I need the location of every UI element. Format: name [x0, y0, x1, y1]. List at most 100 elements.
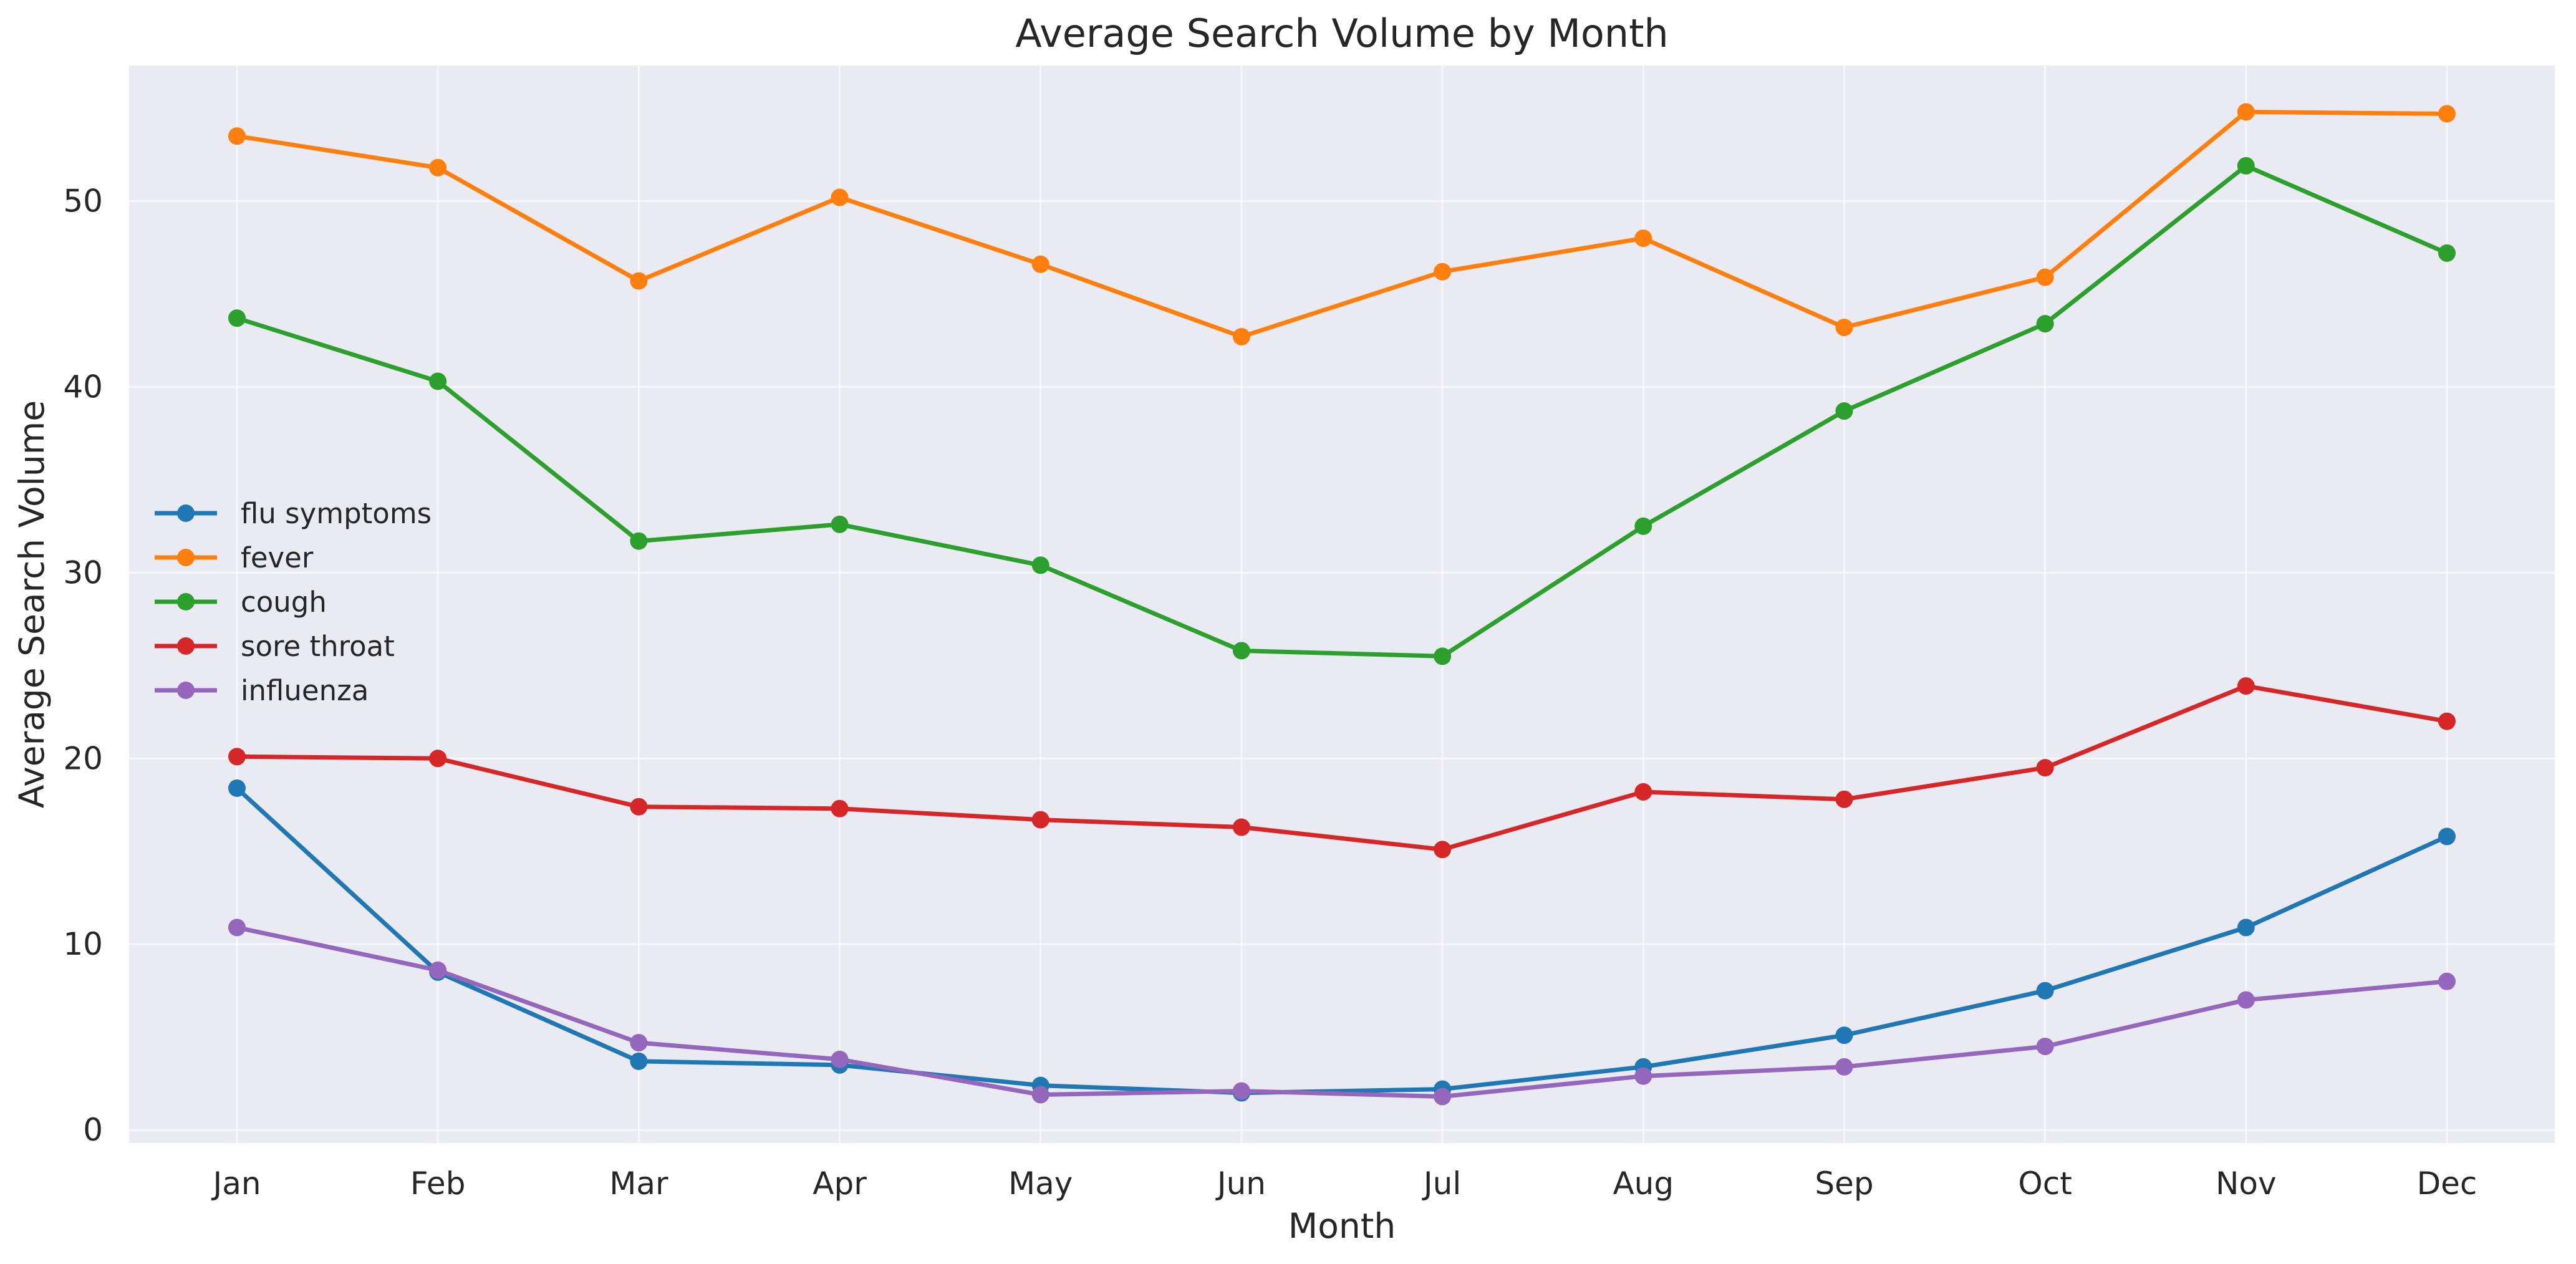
- legend-entry: fever: [155, 541, 314, 574]
- grid-lines: [129, 65, 2555, 1143]
- data-point: [429, 372, 447, 390]
- data-point: [2036, 759, 2054, 777]
- data-point: [228, 748, 246, 766]
- data-point: [630, 1052, 648, 1070]
- data-point: [228, 127, 246, 145]
- x-tick-label: Oct: [2018, 1165, 2072, 1202]
- legend: flu symptoms fever cough sore throat influen…: [155, 497, 432, 707]
- legend-label: sore throat: [241, 630, 395, 663]
- data-point: [429, 750, 447, 768]
- series-fever: [228, 103, 2456, 345]
- data-point: [228, 309, 246, 327]
- series-influenza: [228, 919, 2456, 1106]
- data-point: [1634, 517, 1652, 535]
- x-tick-label: Sep: [1815, 1165, 1873, 1202]
- y-tick-label: 40: [63, 369, 103, 405]
- legend-label: cough: [241, 586, 327, 619]
- data-point: [1835, 1026, 1853, 1044]
- data-point: [2237, 991, 2255, 1009]
- legend-marker: [177, 549, 195, 566]
- series-cough: [228, 157, 2456, 665]
- series-line: [234, 163, 2449, 659]
- data-point: [228, 779, 246, 797]
- series-line: [234, 110, 2449, 339]
- legend-label: fever: [241, 541, 314, 574]
- data-point: [2438, 827, 2456, 846]
- plot-area: [129, 65, 2555, 1143]
- y-tick-label: 10: [63, 926, 103, 962]
- chart-title: Average Search Volume by Month: [1015, 11, 1668, 56]
- data-point: [228, 919, 246, 937]
- data-point: [1835, 402, 1853, 420]
- series-line: [234, 683, 2449, 852]
- y-tick-label: 30: [63, 554, 103, 591]
- data-point: [1835, 790, 1853, 808]
- data-point: [429, 158, 447, 176]
- legend-entry: sore throat: [155, 630, 395, 663]
- x-tick-label: Jan: [211, 1165, 261, 1202]
- data-point: [1434, 841, 1452, 859]
- data-point: [2036, 982, 2054, 1000]
- y-tick-label: 50: [63, 183, 103, 219]
- data-point: [2237, 103, 2255, 121]
- data-point: [1434, 647, 1452, 665]
- series-line: [234, 925, 2449, 1099]
- data-point: [2036, 268, 2054, 286]
- data-point: [630, 1034, 648, 1052]
- data-point: [2438, 105, 2456, 123]
- legend-label: influenza: [241, 674, 369, 707]
- data-point: [429, 961, 447, 979]
- data-point: [831, 515, 849, 533]
- data-point: [1835, 319, 1853, 337]
- legend-entry: influenza: [155, 674, 369, 707]
- series-line: [234, 786, 2449, 1096]
- legend-marker: [177, 682, 195, 699]
- data-point: [1031, 1086, 1049, 1104]
- data-point: [1634, 229, 1652, 248]
- data-point: [630, 798, 648, 816]
- data-point: [1634, 783, 1652, 801]
- data-point: [2438, 712, 2456, 730]
- data-point: [1434, 1088, 1452, 1106]
- y-tick-label: 0: [83, 1112, 103, 1148]
- data-point: [831, 1050, 849, 1068]
- data-point: [2438, 972, 2456, 990]
- legend-marker: [177, 504, 195, 522]
- data-point: [1232, 1082, 1250, 1100]
- data-point: [2036, 1038, 2054, 1056]
- data-point: [2237, 157, 2255, 175]
- data-point: [1232, 818, 1250, 836]
- x-tick-label: Dec: [2417, 1165, 2477, 1202]
- data-point: [1031, 255, 1049, 273]
- y-tick-label: 20: [63, 740, 103, 776]
- x-tick-label: Feb: [410, 1165, 466, 1202]
- legend-marker: [177, 593, 195, 610]
- data-point: [2237, 919, 2255, 937]
- data-point: [1232, 642, 1250, 660]
- data-point: [831, 188, 849, 206]
- x-tick-label: Mar: [609, 1165, 668, 1202]
- x-tick-label: Aug: [1613, 1165, 1674, 1202]
- data-point: [1434, 263, 1452, 281]
- legend-entry: cough: [155, 586, 327, 619]
- legend-label: flu symptoms: [241, 497, 432, 530]
- data-point: [2438, 244, 2456, 262]
- data-point: [1232, 327, 1250, 345]
- data-point: [831, 799, 849, 818]
- series-sore-throat: [228, 677, 2456, 859]
- y-axis-label: Average Search Volume: [12, 400, 52, 808]
- series-layer: [228, 103, 2456, 1106]
- data-point: [1835, 1058, 1853, 1076]
- data-point: [1634, 1067, 1652, 1085]
- data-point: [2036, 315, 2054, 333]
- data-point: [630, 532, 648, 550]
- x-tick-label: Apr: [813, 1165, 867, 1202]
- x-tick-label: May: [1008, 1165, 1073, 1202]
- x-tick-label: Jun: [1215, 1165, 1266, 1202]
- data-point: [2237, 677, 2255, 695]
- axis-ticks: 0 10 20 30 40 50 Jan Feb Mar Apr May Jun Jul Aug Sep Oc…: [63, 183, 2477, 1202]
- legend-marker: [177, 637, 195, 655]
- x-axis-label: Month: [1288, 1206, 1396, 1246]
- legend-entry: flu symptoms: [155, 497, 432, 530]
